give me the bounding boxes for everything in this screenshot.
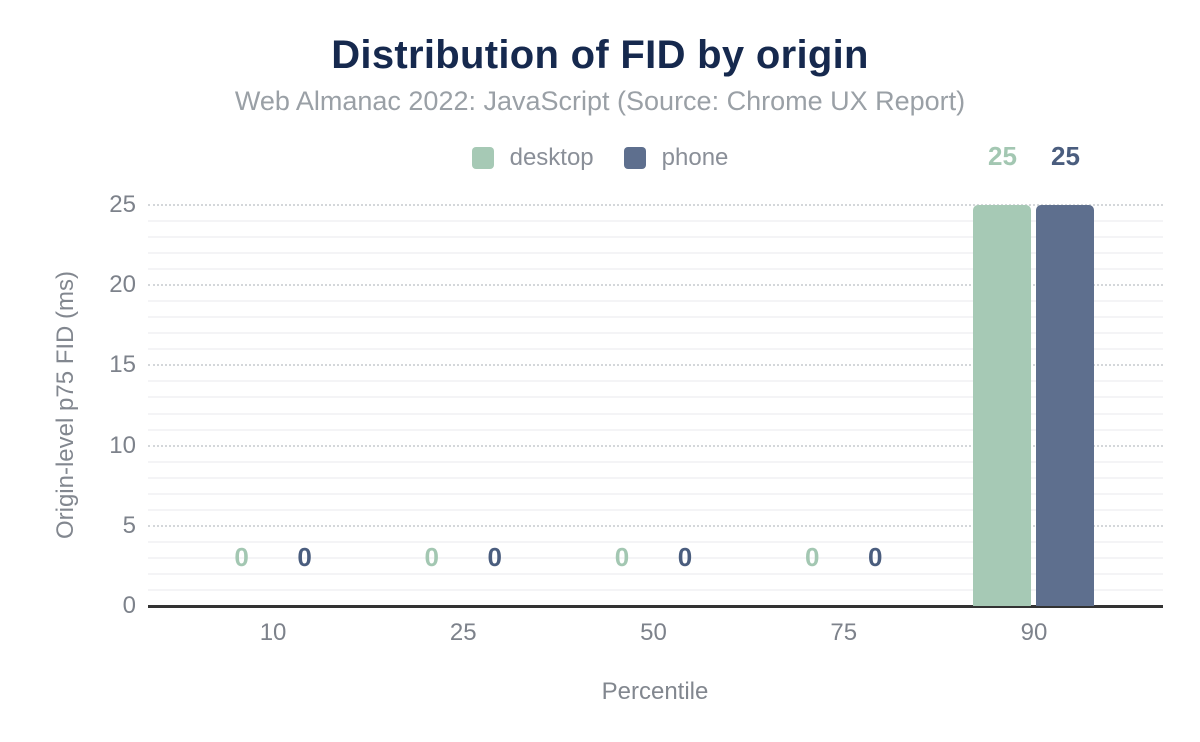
plot-area: 0 5 10 15 20 25 10 0 0 25 0 0 50 0 0 75 0 0 90 25 25: [109, 143, 1163, 646]
gridline-minor: [148, 396, 1163, 399]
value-label-desktop-p90: 25: [988, 141, 1017, 171]
gridline-minor: [148, 268, 1163, 271]
chart-subtitle: Web Almanac 2022: JavaScript (Source: Ch…: [234, 86, 966, 116]
gridline-minor: [148, 476, 1163, 479]
gridline-minor: [148, 236, 1163, 239]
gridline-major: [148, 444, 1163, 447]
value-label-desktop-p75: 0: [805, 542, 820, 572]
gridline-minor: [148, 572, 1163, 575]
y-axis-title: Origin-level p75 FID (ms): [52, 270, 79, 540]
gridline-minor: [148, 492, 1163, 495]
value-label-phone-p90: 25: [1051, 141, 1080, 171]
x-tick-75: 75: [830, 619, 858, 646]
desktop-swatch-icon: [471, 147, 494, 169]
legend-label-desktop: desktop: [509, 144, 594, 171]
gridline-minor: [148, 348, 1163, 351]
value-label-desktop-p50: 0: [614, 542, 630, 572]
value-label-desktop-p10: 0: [234, 542, 249, 572]
gridline-major: [148, 524, 1163, 527]
y-tick-5: 5: [122, 511, 136, 539]
gridline-minor: [148, 332, 1163, 335]
value-label-phone-p50: 0: [677, 542, 693, 572]
gridline-major: [148, 204, 1163, 206]
y-tick-0: 0: [122, 592, 136, 619]
gridline-major: [148, 284, 1163, 287]
gridline-minor: [148, 540, 1163, 543]
chart-title: Distribution of FID by origin: [331, 33, 869, 77]
x-tick-25: 25: [449, 619, 477, 646]
y-tick-20: 20: [109, 271, 136, 299]
y-tick-25: 25: [109, 191, 136, 218]
gridline-minor: [148, 556, 1163, 559]
bar-desktop-p90[interactable]: [973, 205, 1032, 606]
gridline-minor: [148, 428, 1163, 431]
y-tick-10: 10: [109, 431, 136, 459]
legend-item-phone[interactable]: phone: [623, 144, 729, 172]
x-axis-line: [148, 605, 1163, 608]
phone-swatch-icon: [623, 147, 646, 169]
gridline-minor: [148, 460, 1163, 463]
gridline-minor: [148, 412, 1163, 415]
legend: desktop phone: [0, 144, 1200, 172]
x-tick-50: 50: [640, 619, 667, 646]
value-label-phone-p25: 0: [487, 542, 502, 572]
gridline-minor: [148, 508, 1163, 511]
gridline-minor: [148, 588, 1163, 591]
y-tick-15: 15: [109, 351, 136, 379]
gridline-minor: [148, 316, 1163, 319]
x-tick-10: 10: [259, 619, 287, 646]
value-label-phone-p10: 0: [297, 542, 312, 572]
x-tick-90: 90: [1020, 619, 1048, 646]
gridline-minor: [148, 300, 1163, 303]
bar-phone-p90[interactable]: [1036, 205, 1095, 606]
value-label-phone-p75: 0: [868, 542, 883, 572]
legend-item-desktop[interactable]: desktop: [471, 144, 594, 172]
gridline-minor: [148, 252, 1163, 255]
gridline-minor: [148, 220, 1163, 223]
legend-label-phone: phone: [661, 144, 729, 171]
gridline-major: [148, 364, 1163, 367]
x-axis-title: Percentile: [601, 678, 709, 705]
gridline-minor: [148, 380, 1163, 383]
value-label-desktop-p25: 0: [424, 542, 439, 572]
